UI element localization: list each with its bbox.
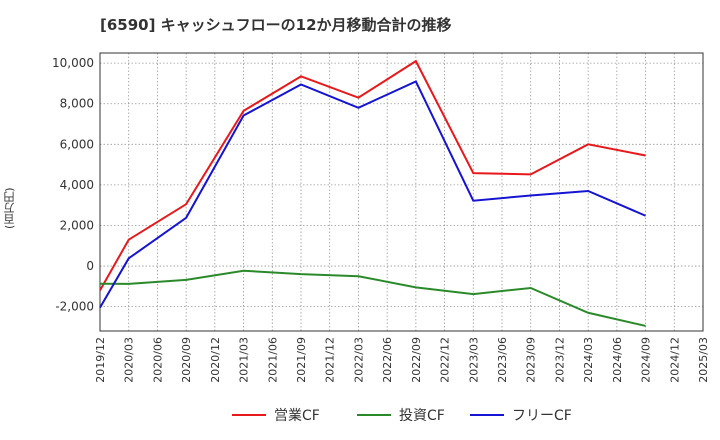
x-tick-label: 2024/12 — [668, 337, 681, 383]
x-tick-label: 2020/12 — [209, 337, 222, 383]
x-tick-label: 2020/06 — [151, 337, 164, 383]
x-tick-label: 2021/03 — [238, 337, 251, 383]
series-line — [99, 269, 646, 327]
x-tick-label: 2019/12 — [94, 337, 107, 383]
y-tick-label: 10,000 — [52, 56, 94, 70]
x-tick-label: 2022/12 — [439, 337, 452, 383]
y-tick-label: 4,000 — [60, 178, 94, 192]
x-tick-label: 2022/09 — [410, 337, 423, 383]
x-tick-label: 2021/06 — [266, 337, 279, 383]
y-tick-label: 0 — [86, 259, 94, 273]
x-tick-label: 2023/09 — [525, 337, 538, 383]
plot-area — [100, 53, 703, 331]
series-line — [99, 59, 646, 291]
y-tick-label: 6,000 — [60, 137, 94, 151]
x-tick-label: 2024/06 — [611, 337, 624, 383]
x-tick-label: 2020/03 — [123, 337, 136, 383]
x-tick-label: 2025/03 — [697, 337, 710, 383]
chart-title: [6590] キャッシュフローの12か月移動合計の推移 — [100, 16, 452, 34]
x-tick-label: 2021/12 — [324, 337, 337, 383]
legend-label: フリーCF — [512, 408, 572, 424]
x-tick-label: 2020/09 — [180, 337, 193, 383]
x-tick-label: 2024/09 — [640, 337, 653, 383]
x-tick-label: 2023/06 — [496, 337, 509, 383]
x-tick-label: 2024/03 — [582, 337, 595, 383]
y-tick-label: 2,000 — [60, 218, 94, 232]
legend-label: 投資CF — [399, 408, 445, 424]
plot-frame — [99, 52, 704, 332]
x-tick-label: 2023/12 — [553, 337, 566, 383]
y-tick-label: -2,000 — [55, 300, 94, 314]
legend-label: 営業CF — [274, 408, 320, 424]
x-tick-label: 2023/03 — [467, 337, 480, 383]
x-tick-label: 2022/03 — [352, 337, 365, 383]
x-tick-label: 2021/09 — [295, 337, 308, 383]
y-tick-label: 8,000 — [60, 97, 94, 111]
series-line — [99, 80, 646, 309]
x-tick-label: 2022/06 — [381, 337, 394, 383]
